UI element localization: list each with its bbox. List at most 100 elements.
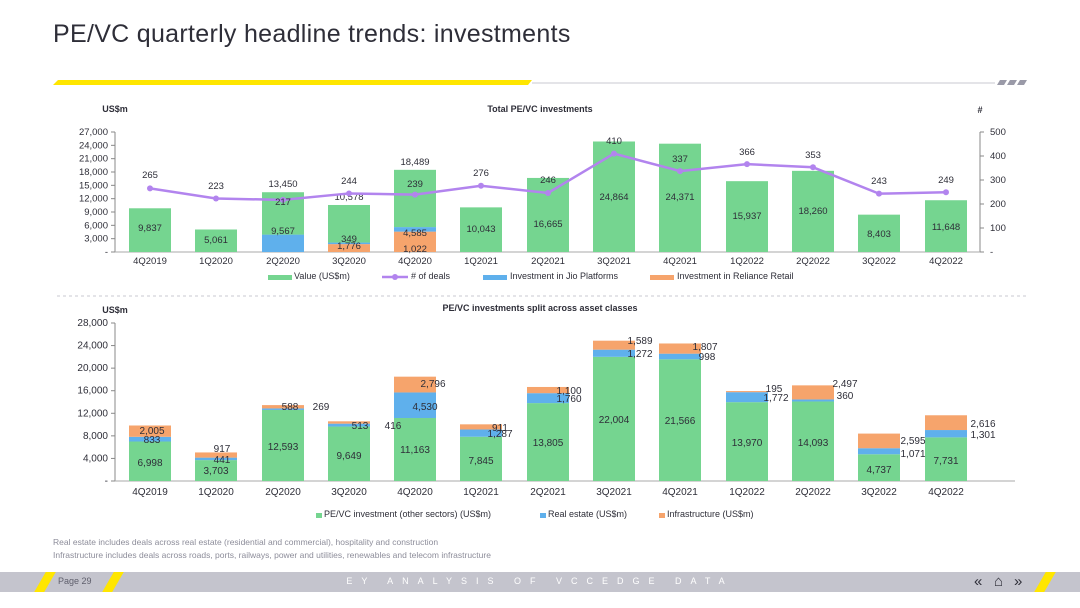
footer-stripe — [1034, 572, 1056, 592]
other-sectors-label: 13,970 — [732, 438, 763, 449]
x-tick-label: 3Q2021 — [596, 487, 632, 498]
bar-real-estate — [394, 392, 436, 419]
y-tick-label: 18,000 — [79, 167, 108, 178]
bar-jio-platforms — [394, 227, 436, 232]
next-icon[interactable]: » — [1014, 573, 1023, 590]
bar-other-sectors — [460, 436, 502, 481]
infrastructure-label: 1,100 — [556, 386, 581, 397]
deal-label: 223 — [208, 181, 224, 192]
bar-infrastructure — [460, 424, 502, 430]
bar-reliance-retail — [394, 231, 436, 252]
home-icon[interactable]: ⌂ — [994, 573, 1004, 590]
legend-label: Investment in Jio Platforms — [510, 271, 619, 281]
deal-label: 276 — [473, 168, 489, 179]
y-tick-label: 9,000 — [84, 207, 108, 218]
deal-point — [147, 185, 153, 192]
total-label: 10,578 — [334, 192, 363, 203]
deal-label: 244 — [341, 176, 357, 187]
x-tick-label: 3Q2020 — [331, 487, 367, 498]
bar-value — [593, 141, 635, 252]
infrastructure-label: 2,005 — [139, 426, 164, 437]
legend-swatch-deals-marker — [392, 274, 398, 280]
y2-tick-label: 100 — [990, 223, 1006, 234]
legend-label: Real estate (US$m) — [548, 509, 627, 519]
y2-tick-label: 400 — [990, 151, 1006, 162]
value-label: 5,061 — [204, 235, 228, 246]
x-tick-label: 1Q2021 — [464, 256, 498, 267]
real-estate-label: 513 — [352, 421, 369, 432]
other-sectors-label: 7,731 — [933, 456, 958, 467]
bar-infrastructure — [262, 405, 304, 409]
x-tick-label: 2Q2020 — [265, 487, 301, 498]
other-sectors-label: 13,805 — [533, 438, 564, 449]
bar-other-sectors — [925, 437, 967, 481]
bar-infrastructure — [925, 415, 967, 431]
chart-title: Total PE/VC investments — [487, 104, 592, 114]
infrastructure-label: 2,796 — [420, 379, 445, 390]
bar-infrastructure — [394, 376, 436, 393]
bar-real-estate — [659, 353, 701, 360]
x-tick-label: 2Q2020 — [266, 256, 300, 267]
total-label: 13,450 — [268, 179, 297, 190]
bar-infrastructure — [593, 340, 635, 350]
bar-value — [527, 177, 569, 252]
real-estate-label: 441 — [214, 455, 231, 466]
legend-label: Investment in Reliance Retail — [677, 271, 794, 281]
jio-label: 349 — [341, 234, 357, 245]
bar-infrastructure — [858, 433, 900, 449]
bar-infrastructure — [659, 343, 701, 354]
bar-other-sectors — [726, 402, 768, 481]
infrastructure-label: 2,595 — [900, 436, 925, 447]
x-tick-label: 4Q2020 — [398, 256, 432, 267]
value-label: 24,864 — [599, 192, 628, 203]
value-label: 10,043 — [466, 224, 495, 235]
bar-other-sectors — [659, 359, 701, 481]
y-tick-label: 27,000 — [79, 127, 108, 138]
footer-bar: Page 29 EY ANALYSIS OF VCCEDGE DATA « ⌂ … — [0, 572, 1080, 592]
deal-label: 337 — [672, 154, 688, 165]
deal-point — [545, 189, 551, 196]
infrastructure-label: 2,497 — [832, 379, 857, 390]
y-tick-label: 12,000 — [79, 194, 108, 205]
real-estate-label: 360 — [837, 391, 854, 402]
other-sectors-label: 14,093 — [798, 438, 829, 449]
bar-infrastructure — [129, 425, 171, 437]
bar-infrastructure — [195, 452, 237, 458]
note-infrastructure: Infrastructure includes deals across roa… — [53, 550, 491, 560]
legend-swatch-other — [316, 513, 322, 518]
deal-point — [280, 196, 286, 203]
bar-value — [129, 208, 171, 252]
bar-other-sectors — [527, 403, 569, 481]
page-title: PE/VC quarterly headline trends: investm… — [53, 20, 571, 48]
infrastructure-label: 911 — [492, 423, 508, 434]
x-tick-label: 3Q2022 — [862, 256, 896, 267]
deal-label: 243 — [871, 176, 887, 187]
bar-jio-platforms — [328, 242, 370, 245]
previous-icon[interactable]: « — [974, 573, 983, 590]
bar-other-sectors — [394, 418, 436, 481]
deal-label: 239 — [407, 179, 423, 190]
footer-stripe — [34, 572, 56, 592]
bar-real-estate — [792, 399, 834, 402]
x-tick-label: 2Q2021 — [530, 487, 566, 498]
infrastructure-label: 1,589 — [627, 336, 652, 347]
chart-title: PE/VC investments split across asset cla… — [442, 303, 637, 313]
legend-swatch-reliance — [650, 275, 674, 280]
real-estate-label: 4,530 — [412, 402, 437, 413]
infrastructure-label: 195 — [766, 384, 783, 395]
bar-real-estate — [925, 430, 967, 438]
legend-swatch-jio — [483, 275, 507, 280]
y-tick-label: 8,000 — [83, 431, 108, 442]
bar-value — [858, 214, 900, 252]
real-estate-label: 1,301 — [970, 430, 995, 441]
real-estate-label: 1,071 — [900, 449, 925, 460]
infrastructure-label: 1,807 — [692, 342, 717, 353]
bar-infrastructure — [726, 391, 768, 393]
x-tick-label: 1Q2022 — [730, 256, 764, 267]
bar-value — [726, 181, 768, 252]
bar-value — [659, 143, 701, 252]
deal-point — [876, 190, 882, 197]
real-estate-label: 998 — [699, 352, 716, 363]
y2-tick-label: 300 — [990, 175, 1006, 186]
other-sectors-label: 12,593 — [268, 442, 299, 453]
